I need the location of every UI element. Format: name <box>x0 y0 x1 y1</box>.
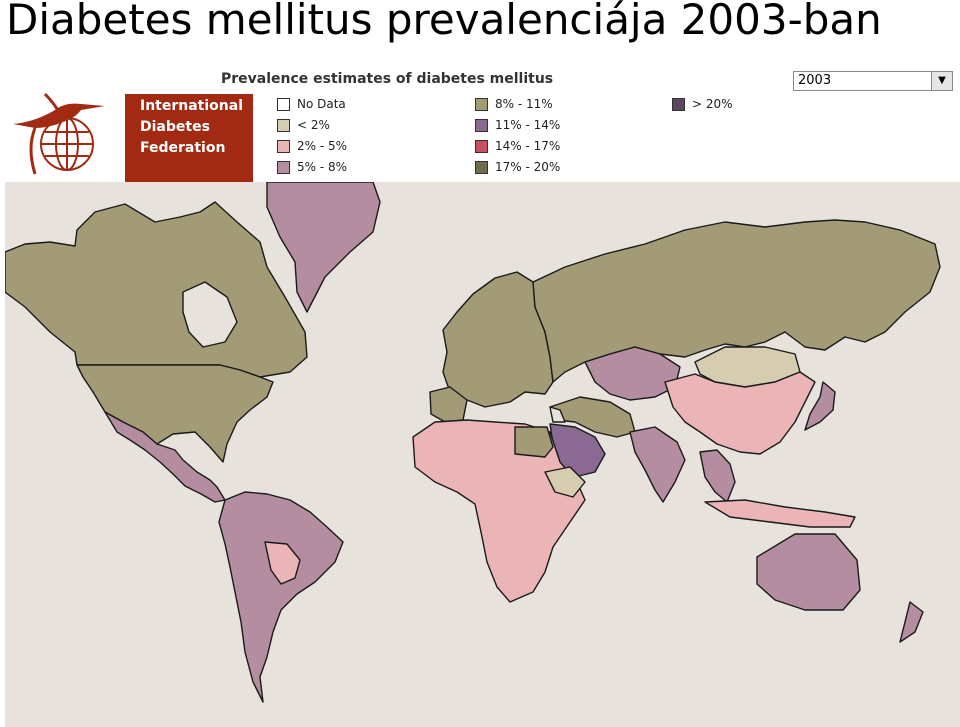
region-japan[interactable] <box>804 381 836 431</box>
world-map <box>5 182 960 727</box>
legend-swatch <box>475 98 488 111</box>
slide-title: Diabetes mellitus prevalenciája 2003-ban <box>6 0 882 44</box>
region-horn-of-africa[interactable] <box>544 466 586 498</box>
region-egypt[interactable] <box>514 426 554 458</box>
org-line-1: International <box>140 98 244 114</box>
legend-swatch <box>277 140 290 153</box>
region-greenland[interactable] <box>266 182 381 313</box>
water-body <box>182 281 238 348</box>
region-australia[interactable] <box>756 533 861 611</box>
legend-label: < 2% <box>297 118 330 132</box>
map-panel: Prevalence estimates of diabetes mellitu… <box>5 68 960 727</box>
year-dropdown[interactable]: 2003 ▼ <box>793 71 953 91</box>
legend-swatch <box>277 98 290 111</box>
org-line-2: Diabetes <box>140 119 210 135</box>
legend-swatch <box>277 119 290 132</box>
legend-swatch <box>475 140 488 153</box>
legend-label: 2% - 5% <box>297 139 348 153</box>
region-southeast-asia[interactable] <box>699 449 736 503</box>
map-title: Prevalence estimates of diabetes mellitu… <box>221 71 554 87</box>
region-china[interactable] <box>664 371 816 455</box>
org-line-3: Federation <box>140 140 226 156</box>
region-middle-east[interactable] <box>549 396 636 438</box>
legend-label: 14% - 17% <box>495 139 561 153</box>
map-header: Prevalence estimates of diabetes mellitu… <box>5 68 960 183</box>
legend-swatch <box>277 161 290 174</box>
chevron-down-icon[interactable]: ▼ <box>931 72 952 90</box>
region-russia[interactable] <box>532 219 941 383</box>
year-value: 2003 <box>798 73 832 88</box>
region-india[interactable] <box>629 426 686 503</box>
legend-swatch <box>672 98 685 111</box>
legend-label: 5% - 8% <box>297 160 348 174</box>
legend-label: No Data <box>297 97 346 111</box>
idf-label-box: International Diabetes Federation <box>125 94 253 182</box>
legend-label: 17% - 20% <box>495 160 561 174</box>
legend-swatch <box>475 161 488 174</box>
legend-swatch <box>475 119 488 132</box>
region-africa[interactable] <box>412 419 586 603</box>
region-new-zealand[interactable] <box>899 601 924 643</box>
region-south-america[interactable] <box>218 491 344 703</box>
region-bolivia-paraguay[interactable] <box>264 541 301 585</box>
legend-label: 8% - 11% <box>495 97 553 111</box>
legend-label: 11% - 14% <box>495 118 561 132</box>
water-body <box>549 406 566 423</box>
region-indonesia[interactable] <box>704 499 856 528</box>
hummingbird-globe-logo <box>13 92 105 175</box>
legend-label: > 20% <box>692 97 733 111</box>
